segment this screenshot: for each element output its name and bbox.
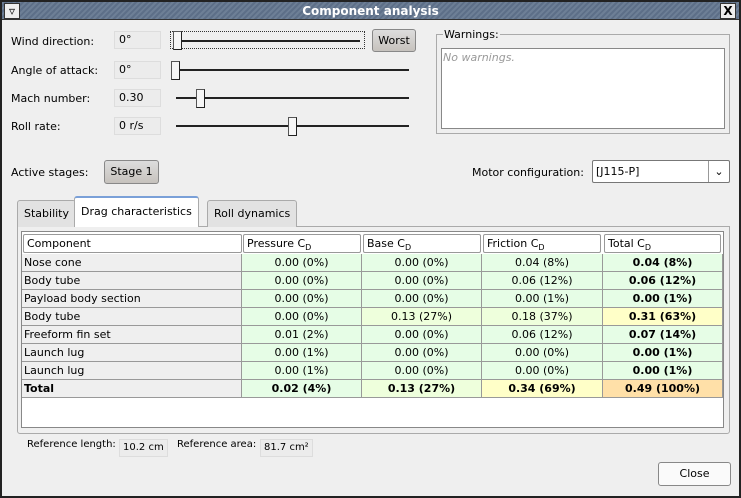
- reference-area-label: Reference area:: [177, 439, 257, 450]
- angle-of-attack-label: Angle of attack:: [11, 64, 99, 77]
- active-stages-label: Active stages:: [11, 166, 89, 179]
- close-button[interactable]: Close: [658, 462, 731, 486]
- warnings-text: No warnings.: [441, 48, 725, 129]
- drag-value-cell: 0.00 (1%): [603, 362, 723, 380]
- reference-length-value: 10.2 cm: [119, 439, 168, 457]
- close-x-icon[interactable]: X: [720, 3, 736, 19]
- drag-value-cell: 0.13 (27%): [362, 380, 482, 398]
- drag-value-cell: 0.31 (63%): [603, 308, 723, 326]
- component-name-cell: Body tube: [22, 308, 242, 326]
- drag-value-cell: 0.01 (2%): [242, 326, 362, 344]
- drag-value-cell: 0.13 (27%): [362, 308, 482, 326]
- drag-value-cell: 0.02 (4%): [242, 380, 362, 398]
- motor-configuration-label: Motor configuration:: [472, 166, 584, 179]
- reference-length-label: Reference length:: [27, 439, 116, 450]
- component-name-cell: Launch lug: [22, 362, 242, 380]
- column-header-label: Friction C: [487, 237, 539, 250]
- drag-value-cell: 0.00 (0%): [362, 290, 482, 308]
- drag-value-cell: 0.06 (12%): [482, 272, 603, 290]
- drag-value-cell: 0.06 (12%): [482, 326, 603, 344]
- table-row[interactable]: Body tube 0.00 (0%) 0.00 (0%) 0.06 (12%) 0.0…: [22, 272, 723, 290]
- table-row[interactable]: Body tube 0.00 (0%) 0.13 (27%) 0.18 (37%) 0.…: [22, 308, 723, 326]
- component-name-cell: Freeform fin set: [22, 326, 242, 344]
- drag-value-cell: 0.00 (0%): [362, 272, 482, 290]
- drag-value-cell: 0.00 (1%): [603, 344, 723, 362]
- column-header-subscript: D: [404, 243, 412, 253]
- drag-value-cell: 0.00 (0%): [242, 272, 362, 290]
- table-row[interactable]: Nose cone 0.00 (0%) 0.00 (0%) 0.04 (8%) 0.04…: [22, 254, 723, 272]
- column-header-label: Base C: [367, 237, 405, 250]
- tab-drag-characteristics[interactable]: Drag characteristics: [74, 196, 199, 227]
- table-row[interactable]: Launch lug 0.00 (1%) 0.00 (0%) 0.00 (0%) 0.0…: [22, 362, 723, 380]
- mach-number-label: Mach number:: [11, 92, 91, 105]
- drag-value-cell: 0.00 (0%): [362, 362, 482, 380]
- wind-direction-field[interactable]: 0°: [114, 31, 161, 49]
- drag-value-cell: 0.18 (37%): [482, 308, 603, 326]
- warnings-title: Warnings:: [443, 28, 500, 41]
- drag-value-cell: 0.06 (12%): [603, 272, 723, 290]
- total-row[interactable]: Total 0.02 (4%) 0.13 (27%) 0.34 (69%) 0.49 (…: [22, 380, 723, 398]
- drag-value-cell: 0.04 (8%): [603, 254, 723, 272]
- mach-number-slider[interactable]: [176, 89, 409, 108]
- table-row[interactable]: Freeform fin set 0.01 (2%) 0.00 (0%) 0.06 (…: [22, 326, 723, 344]
- warnings-group: Warnings: No warnings.: [436, 28, 730, 134]
- table-row[interactable]: Payload body section 0.00 (0%) 0.00 (0%) 0.…: [22, 290, 723, 308]
- tab-stability[interactable]: Stability: [17, 200, 77, 227]
- component-name-cell: Body tube: [22, 272, 242, 290]
- column-header[interactable]: Component: [23, 234, 242, 253]
- drag-value-cell: 0.00 (0%): [482, 362, 603, 380]
- roll-rate-field[interactable]: 0 r/s: [114, 117, 161, 135]
- angle-of-attack-slider[interactable]: [171, 61, 409, 80]
- tab-roll-dynamics[interactable]: Roll dynamics: [207, 200, 298, 227]
- drag-value-cell: 0.00 (0%): [362, 344, 482, 362]
- wind-direction-label: Wind direction:: [11, 35, 95, 48]
- motor-configuration-value: [J115-P]: [596, 165, 640, 178]
- component-name-cell: Total: [22, 380, 242, 398]
- drag-value-cell: 0.49 (100%): [603, 380, 723, 398]
- column-header[interactable]: Pressure CD: [243, 234, 361, 253]
- drag-value-cell: 0.00 (1%): [482, 290, 603, 308]
- column-header[interactable]: Friction CD: [483, 234, 601, 253]
- column-header-subscript: D: [644, 243, 652, 253]
- table-row[interactable]: Launch lug 0.00 (1%) 0.00 (0%) 0.00 (0%) 0.0…: [22, 344, 723, 362]
- drag-value-cell: 0.00 (0%): [362, 326, 482, 344]
- drag-value-cell: 0.04 (8%): [482, 254, 603, 272]
- drag-value-cell: 0.34 (69%): [482, 380, 603, 398]
- angle-of-attack-field[interactable]: 0°: [114, 61, 161, 79]
- column-header-subscript: D: [538, 243, 545, 253]
- drag-value-cell: 0.00 (0%): [242, 308, 362, 326]
- wind-direction-slider[interactable]: [170, 31, 365, 50]
- drag-value-cell: 0.00 (0%): [242, 290, 362, 308]
- component-name-cell: Launch lug: [22, 344, 242, 362]
- column-header[interactable]: Total CD: [604, 234, 721, 253]
- roll-rate-slider[interactable]: [176, 117, 409, 136]
- drag-table: Component Pressure CD Base CD Friction CD To…: [21, 231, 724, 428]
- window-title: Component analysis: [302, 4, 439, 18]
- component-name-cell: Nose cone: [22, 254, 242, 272]
- mach-number-field[interactable]: 0.30: [114, 89, 161, 107]
- component-name-cell: Payload body section: [22, 290, 242, 308]
- drag-value-cell: 0.00 (0%): [242, 254, 362, 272]
- column-header-label: Component: [27, 237, 91, 250]
- column-header-subscript: D: [305, 243, 312, 253]
- roll-rate-label: Roll rate:: [11, 120, 61, 133]
- column-header-label: Total C: [608, 237, 645, 250]
- drag-value-cell: 0.00 (1%): [242, 362, 362, 380]
- stage-1-button[interactable]: Stage 1: [104, 160, 159, 184]
- motor-configuration-select[interactable]: [J115-P] ⌄: [592, 160, 730, 183]
- drag-value-cell: 0.00 (0%): [362, 254, 482, 272]
- drag-value-cell: 0.00 (1%): [242, 344, 362, 362]
- drag-value-cell: 0.00 (0%): [482, 344, 603, 362]
- drag-value-cell: 0.07 (14%): [603, 326, 723, 344]
- column-header-label: Pressure C: [247, 237, 306, 250]
- title-bar: Component analysis: [2, 2, 739, 20]
- triangle-down-icon[interactable]: ▿: [4, 3, 20, 19]
- reference-area-value: 81.7 cm²: [260, 439, 313, 457]
- chevron-down-icon[interactable]: ⌄: [708, 161, 729, 182]
- drag-value-cell: 0.00 (1%): [603, 290, 723, 308]
- worst-button[interactable]: Worst: [372, 29, 416, 52]
- column-header[interactable]: Base CD: [363, 234, 481, 253]
